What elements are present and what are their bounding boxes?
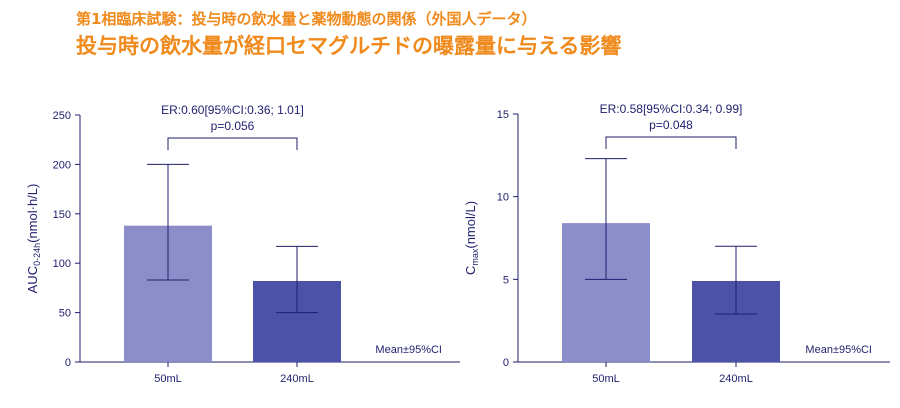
stat-pvalue: p=0.056 <box>211 119 255 133</box>
y-tick-label: 200 <box>53 159 71 171</box>
y-axis-label: Cmax(nmol/L) <box>463 201 480 275</box>
stat-ratio: ER:0.60[95%CI:0.36; 1.01] <box>161 103 304 117</box>
y-tick-label: 150 <box>53 209 71 221</box>
significance-bracket <box>167 137 298 150</box>
y-tick-label: 50 <box>59 308 71 320</box>
page-title: 投与時の飲水量が経口セマグルチドの曝露量に与える影響 <box>76 34 622 58</box>
stat-pvalue: p=0.048 <box>649 118 693 132</box>
y-axis-label: AUC0-24h(nmol·h/L) <box>25 184 42 294</box>
x-tick-label: 50mL <box>154 373 182 385</box>
y-tick-label: 250 <box>53 110 71 122</box>
x-tick-label: 240mL <box>280 373 314 385</box>
mean-ci-note: Mean±95%CI <box>805 344 872 356</box>
chart-panel-1: 0 50 100 150 200 250 50mL 240mL ER:0.60[95%CI:0.… <box>25 103 460 385</box>
stat-ratio: ER:0.58[95%CI:0.34; 0.99] <box>600 102 743 116</box>
y-tick-label: 0 <box>503 357 509 369</box>
y-tick-label: 0 <box>65 357 71 369</box>
x-tick-label: 50mL <box>592 373 620 385</box>
y-tick-label: 10 <box>497 192 509 204</box>
y-tick-label: 5 <box>503 274 509 286</box>
subtitle: 第1相臨床試験：投与時の飲水量と薬物動態の関係（外国人データ） <box>76 10 537 28</box>
mean-ci-note: Mean±95%CI <box>375 344 442 356</box>
y-tick-label: 15 <box>497 109 509 121</box>
significance-bracket <box>605 136 737 149</box>
x-tick-label: 240mL <box>719 373 753 385</box>
chart-panel-2: 0 5 10 15 50mL 240mL ER:0.58[95%CI:0.34; 0.99]… <box>463 102 890 385</box>
y-tick-label: 100 <box>53 258 71 270</box>
